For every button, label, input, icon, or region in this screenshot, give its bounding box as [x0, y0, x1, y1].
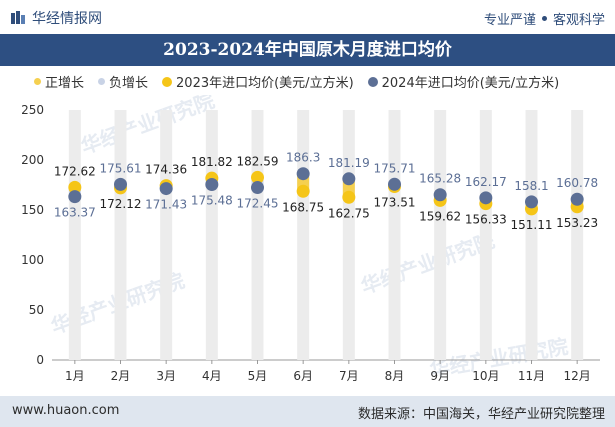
point-2024 [570, 192, 584, 206]
data-label-2023: 172.62 [54, 164, 96, 178]
legend-negative-icon [98, 78, 106, 85]
x-tick-label: 12月 [564, 369, 591, 383]
y-tick-label: 200 [21, 153, 44, 167]
point-2023 [68, 180, 82, 194]
column-band [571, 110, 584, 360]
column-band [297, 110, 310, 360]
legend-positive-icon [34, 78, 41, 85]
data-label-2024: 172.45 [237, 197, 279, 211]
data-label-2024: 163.37 [54, 206, 96, 220]
column-band [251, 110, 264, 360]
chart-title: 2023-2024年中国原木月度进口均价 [163, 40, 452, 60]
data-label-2023: 182.59 [237, 154, 279, 168]
column-band [205, 110, 218, 360]
point-2024 [251, 181, 264, 195]
data-label-2024: 160.78 [556, 176, 598, 190]
point-2024 [296, 167, 310, 181]
point-2024 [525, 195, 538, 209]
x-tick-label: 2月 [111, 369, 131, 383]
legend-2023-label: 2023年进口均价(美元/立方米) [176, 76, 354, 91]
data-label-2024: 171.43 [145, 198, 187, 212]
data-label-2024: 175.71 [374, 161, 416, 175]
x-tick-label: 4月 [202, 369, 222, 383]
legend-negative-label: 负增长 [109, 76, 149, 91]
footer-website: www.huaon.com [12, 403, 120, 418]
data-label-2023: 159.62 [419, 209, 461, 223]
point-2023 [296, 184, 310, 198]
y-tick-label: 50 [29, 303, 44, 317]
separator-dot-icon [541, 16, 547, 21]
data-label-2023: 172.12 [100, 197, 142, 211]
footer: www.huaon.com 数据来源：中国海关，华经产业研究院整理 [0, 396, 615, 427]
point-2024 [479, 191, 493, 205]
legend-2023: 2023年进口均价(美元/立方米) [162, 72, 354, 91]
column-band [68, 110, 81, 360]
column-band [388, 110, 401, 360]
x-tick-label: 3月 [156, 369, 176, 383]
x-tick-label: 11月 [518, 369, 545, 383]
point-2024 [159, 182, 173, 196]
point-2023 [342, 190, 356, 204]
x-tick-label: 8月 [385, 369, 405, 383]
data-label-2024: 175.61 [100, 161, 142, 175]
y-tick-label: 0 [36, 353, 44, 367]
legend-2024-label: 2024年进口均价(美元/立方米) [381, 76, 560, 91]
footer-source: 数据来源：中国海关，华经产业研究院整理 [357, 407, 605, 422]
legend-2024: 2024年进口均价(美元/立方米) [367, 72, 560, 91]
data-label-2023: 151.11 [511, 218, 553, 232]
point-2024 [342, 172, 356, 186]
title-bar: 2023-2024年中国原木月度进口均价 [0, 34, 615, 66]
column-band [479, 110, 492, 360]
tagline-right: 客观科学 [552, 13, 605, 28]
data-label-2023: 162.75 [328, 206, 370, 220]
tagline-left: 专业严谨 [483, 13, 536, 28]
data-label-2024: 186.3 [286, 151, 320, 165]
legend-2024-icon [367, 76, 378, 87]
point-2024 [205, 178, 219, 192]
column-band [434, 110, 447, 360]
column-band [114, 110, 127, 360]
watermark-text: 华经产业研究院 [78, 95, 218, 159]
point-2024 [388, 177, 401, 191]
x-tick-label: 7月 [339, 369, 359, 383]
point-2023 [251, 170, 264, 184]
point-2024 [433, 188, 447, 202]
legend: 正增长 负增长 2023年进口均价(美元/立方米) 2024年进口均价(美元/立… [34, 72, 559, 91]
point-2024 [68, 190, 82, 204]
column-band [525, 110, 538, 360]
chart: 华经产业研究院华经产业研究院华经产业研究院华经产业研究院050100150200… [21, 95, 600, 383]
data-label-2023: 153.23 [556, 216, 598, 230]
x-tick-label: 6月 [293, 369, 313, 383]
legend-2023-icon [162, 76, 173, 87]
legend-positive: 正增长 [34, 72, 84, 91]
point-2024 [114, 177, 127, 191]
brand: 华经情报网 [10, 8, 102, 28]
data-label-2023: 156.33 [465, 213, 507, 227]
data-label-2024: 165.28 [419, 172, 461, 186]
data-label-2024: 162.17 [465, 175, 507, 189]
column-band [342, 110, 355, 360]
column-band [160, 110, 173, 360]
data-label-2024: 158.1 [514, 179, 548, 193]
data-label-2023: 174.36 [145, 163, 187, 177]
tagline: 专业严谨 客观科学 [484, 9, 605, 28]
data-label-2023: 173.51 [374, 195, 416, 209]
y-tick-label: 150 [21, 203, 44, 217]
top-bar: 华经情报网 专业严谨 客观科学 [0, 0, 615, 35]
x-tick-label: 10月 [472, 369, 499, 383]
data-label-2024: 181.19 [328, 156, 370, 170]
x-tick-label: 5月 [248, 369, 268, 383]
data-label-2023: 181.82 [191, 155, 233, 169]
legend-negative: 负增长 [98, 72, 148, 91]
data-label-2023: 168.75 [282, 200, 324, 214]
x-tick-label: 1月 [65, 369, 85, 383]
brand-name: 华经情报网 [32, 11, 102, 27]
data-label-2024: 175.48 [191, 194, 233, 208]
watermark-text: 华经产业研究院 [358, 228, 498, 298]
logo-icon [11, 11, 25, 24]
y-tick-label: 250 [21, 103, 44, 117]
legend-positive-label: 正增长 [45, 76, 85, 91]
y-tick-label: 100 [21, 253, 44, 267]
x-tick-label: 9月 [430, 369, 450, 383]
